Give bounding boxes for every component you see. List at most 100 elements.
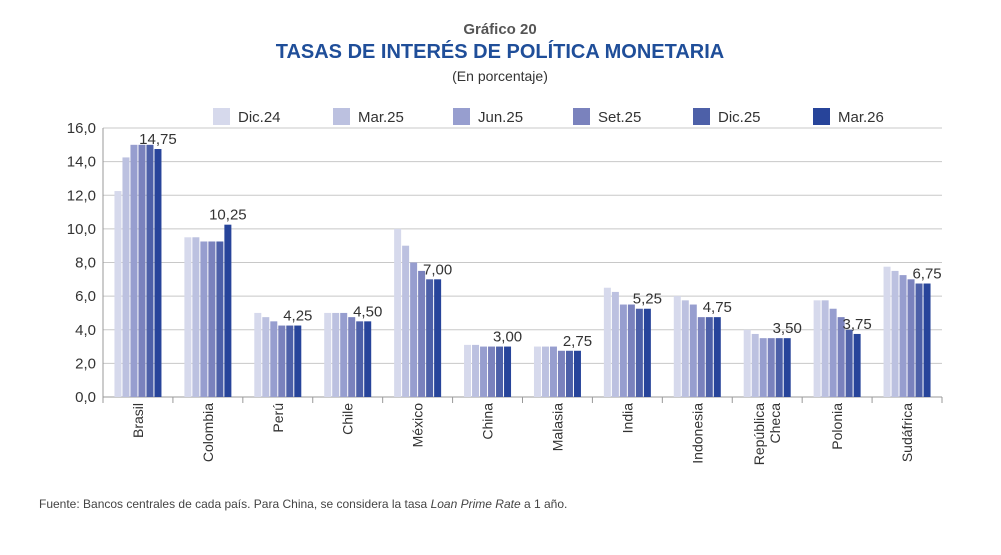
bar: [743, 329, 751, 397]
bar: [504, 346, 512, 397]
bar: [130, 144, 138, 397]
bar: [270, 321, 278, 397]
y-tick-label: 2,0: [75, 355, 96, 372]
data-label: 3,00: [493, 329, 522, 346]
bar: [643, 308, 651, 397]
bar: [472, 344, 480, 397]
category-label-line: República: [751, 403, 767, 465]
category-label-line: China: [480, 403, 496, 440]
bar: [146, 144, 154, 397]
legend: Dic.24 Mar.25 Jun.25 Set.25 Dic.25 Mar.26: [213, 108, 884, 126]
bar: [533, 346, 541, 397]
bar: [356, 321, 364, 397]
bar: [278, 325, 286, 397]
bar: [488, 346, 496, 397]
legend-label: Dic.25: [718, 109, 761, 126]
bar: [697, 317, 705, 397]
bar: [751, 333, 759, 397]
bar: [332, 312, 340, 397]
bar: [853, 333, 861, 397]
category-label-line: Indonesia: [689, 403, 705, 464]
data-label: 7,00: [423, 261, 452, 278]
y-axis: 0,0 2,0 4,0 6,0 8,0 10,0 12,0 14,0 16,0: [67, 120, 104, 406]
bar: [364, 321, 372, 397]
chart-supertitle: Gráfico 20: [463, 21, 536, 38]
bar: [324, 312, 332, 397]
bar: [883, 266, 891, 397]
bar: [681, 300, 689, 397]
category-label: China: [480, 403, 496, 440]
category-label: Colombia: [200, 403, 216, 462]
bar: [565, 350, 573, 397]
bar: [340, 312, 348, 397]
bar: [348, 317, 356, 397]
y-tick-label: 10,0: [67, 221, 96, 238]
category-label: Brasil: [130, 403, 146, 438]
source-suffix: a 1 año.: [521, 497, 568, 511]
bar: [923, 283, 931, 397]
legend-label: Mar.25: [358, 109, 404, 126]
data-label: 14,75: [139, 131, 177, 148]
bar: [783, 338, 791, 397]
bar: [713, 317, 721, 397]
bar: [619, 304, 627, 397]
category-label: México: [410, 403, 426, 448]
y-tick-label: 16,0: [67, 120, 96, 137]
bar: [138, 144, 146, 397]
y-tick-label: 6,0: [75, 288, 96, 305]
bar: [254, 312, 262, 397]
category-label-line: Chile: [340, 403, 356, 435]
bar: [813, 300, 821, 397]
bar: [573, 350, 581, 397]
legend-label: Dic.24: [238, 109, 281, 126]
bar: [689, 304, 697, 397]
data-labels: 14,75 10,25 4,25 4,50 7,00 3,00 2,75 5,25 4,75 3,…: [139, 131, 941, 350]
gridlines: [103, 127, 942, 398]
bar: [496, 346, 504, 397]
bars: [114, 144, 931, 397]
bar: [821, 300, 829, 397]
bar: [673, 296, 681, 397]
category-label: Polonia: [829, 403, 845, 450]
category-label: RepúblicaCheca: [751, 403, 783, 465]
bar: [541, 346, 549, 397]
legend-swatch: [693, 108, 710, 125]
bar: [394, 228, 402, 397]
bar: [402, 245, 410, 397]
category-label: India: [619, 403, 635, 434]
bar: [200, 241, 208, 397]
bar: [418, 270, 426, 397]
x-axis: Brasil Colombia Perú Chile México China Malasi…: [102, 397, 943, 465]
bar: [426, 279, 434, 397]
y-tick-label: 12,0: [67, 187, 96, 204]
chart-title: TASAS DE INTERÉS DE POLÍTICA MONETARIA: [276, 40, 725, 63]
data-label: 3,50: [773, 320, 802, 337]
y-tick-label: 14,0: [67, 154, 96, 171]
bar: [705, 317, 713, 397]
data-label: 4,50: [353, 303, 382, 320]
bar: [635, 308, 643, 397]
source-note: Fuente: Bancos centrales de cada país. P…: [39, 497, 567, 511]
category-label: Perú: [270, 403, 286, 433]
category-label-line: Polonia: [829, 403, 845, 450]
data-label: 4,25: [283, 308, 312, 325]
bar: [915, 283, 923, 397]
category-label: Chile: [340, 403, 356, 435]
category-label: Sudáfrica: [899, 403, 915, 462]
bar: [434, 279, 442, 397]
legend-swatch: [333, 108, 350, 125]
bar: [759, 338, 767, 397]
bar: [611, 291, 619, 397]
bar: [557, 350, 565, 397]
bar: [891, 270, 899, 397]
data-label: 2,75: [563, 333, 592, 350]
legend-swatch: [453, 108, 470, 125]
legend-swatch: [573, 108, 590, 125]
category-label-line: India: [619, 403, 635, 434]
bar: [262, 317, 270, 397]
bar: [122, 157, 130, 397]
category-label: Indonesia: [689, 403, 705, 464]
bar: [899, 275, 907, 397]
source-prefix: Fuente: Bancos centrales de cada país. P…: [39, 497, 431, 511]
